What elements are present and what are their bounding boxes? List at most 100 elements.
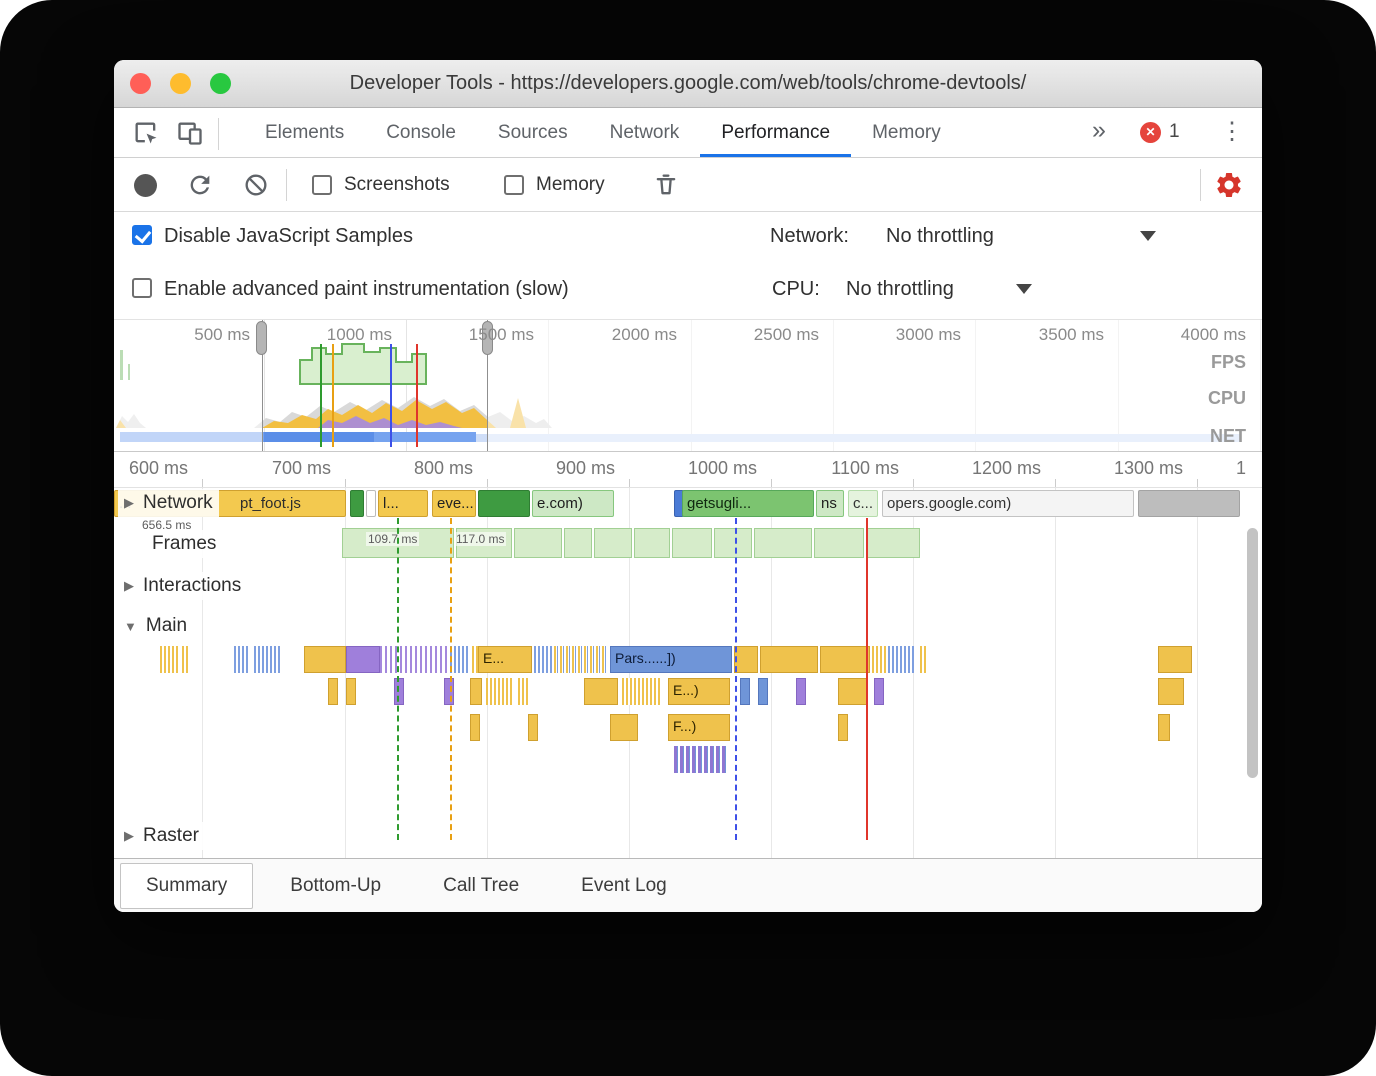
flame-bar[interactable] — [610, 714, 638, 741]
flame-bar[interactable] — [888, 646, 916, 673]
flame-bar[interactable] — [328, 678, 338, 705]
flame-bar[interactable] — [554, 646, 606, 673]
zoom-window-button[interactable] — [210, 73, 231, 94]
selection-handle-left[interactable] — [256, 321, 267, 355]
flame-bar[interactable] — [838, 678, 868, 705]
track-interactions[interactable]: ▶ Interactions — [118, 572, 248, 600]
flame-bar[interactable] — [486, 678, 514, 705]
flame-bar[interactable] — [874, 678, 884, 705]
flame-bar[interactable] — [470, 678, 482, 705]
flame-bar[interactable] — [1158, 678, 1184, 705]
flame-bar[interactable] — [758, 678, 768, 705]
track-raster[interactable]: ▶ Raster — [118, 822, 205, 850]
device-toolbar-icon[interactable] — [176, 119, 204, 147]
timeline-tracks[interactable]: ▶ Network Frames ▶ Interactions ▼ Main ▶… — [114, 488, 1262, 858]
gear-icon[interactable] — [1214, 170, 1242, 198]
network-request-bar[interactable]: c... — [848, 490, 878, 517]
close-window-button[interactable] — [130, 73, 151, 94]
clear-icon[interactable] — [242, 171, 270, 199]
drawer-tab-summary[interactable]: Summary — [120, 862, 254, 909]
chevron-right-icon[interactable]: ▶ — [124, 578, 134, 593]
frame-bar[interactable] — [714, 528, 752, 558]
network-request-bar[interactable]: getsugli... — [682, 490, 814, 517]
network-request-bar[interactable] — [1138, 490, 1240, 517]
flame-bar[interactable] — [920, 646, 928, 673]
flame-bar[interactable] — [472, 646, 480, 673]
network-request-bar[interactable]: opers.google.com) — [882, 490, 1134, 517]
flame-bar[interactable] — [234, 646, 250, 673]
vertical-scrollbar[interactable] — [1247, 528, 1258, 778]
flame-bar[interactable] — [584, 678, 618, 705]
network-request-bar[interactable]: eve... — [432, 490, 476, 517]
flame-bar[interactable] — [172, 646, 180, 673]
advanced-paint-checkbox[interactable] — [132, 278, 152, 298]
flame-bar[interactable] — [528, 714, 538, 741]
cpu-dropdown-arrow-icon[interactable] — [1016, 284, 1032, 294]
flame-bar[interactable] — [518, 678, 528, 705]
flame-bar[interactable] — [304, 646, 346, 673]
frame-bar[interactable] — [866, 528, 920, 558]
flame-bar[interactable] — [380, 646, 448, 673]
flame-bar[interactable] — [872, 646, 886, 673]
flame-bar[interactable] — [838, 714, 848, 741]
reload-icon[interactable] — [186, 171, 214, 199]
flame-bar[interactable] — [444, 678, 454, 705]
inspect-element-icon[interactable] — [132, 119, 160, 147]
more-tabs-icon[interactable]: » — [1092, 116, 1106, 144]
frame-bar[interactable] — [594, 528, 632, 558]
flame-bar[interactable]: E...) — [668, 678, 730, 705]
flame-bar[interactable] — [346, 678, 356, 705]
flame-bar[interactable] — [1158, 646, 1192, 673]
flame-bar[interactable] — [622, 678, 660, 705]
flame-bar[interactable] — [160, 646, 170, 673]
flame-bar[interactable] — [796, 678, 806, 705]
network-dropdown-arrow-icon[interactable] — [1140, 231, 1156, 241]
network-request-bar[interactable] — [478, 490, 530, 517]
flame-bar[interactable] — [450, 646, 470, 673]
network-request-bar[interactable] — [366, 490, 376, 517]
flame-bar[interactable] — [760, 646, 818, 673]
flame-bar[interactable]: F...) — [668, 714, 730, 741]
network-request-bar[interactable]: pt_foot.js — [240, 495, 301, 512]
screenshots-checkbox[interactable] — [312, 175, 332, 195]
selection-handle-right[interactable] — [482, 321, 493, 355]
frame-bar[interactable] — [672, 528, 712, 558]
network-request-bar[interactable]: l... — [378, 490, 428, 517]
tab-performance[interactable]: Performance — [700, 108, 851, 157]
flame-bar[interactable] — [470, 714, 480, 741]
network-request-bar[interactable]: ns — [816, 490, 844, 517]
flame-bar[interactable] — [534, 646, 552, 673]
frame-bar[interactable] — [814, 528, 864, 558]
frame-bar[interactable] — [634, 528, 670, 558]
cpu-throttle-value[interactable]: No throttling — [846, 278, 954, 300]
track-frames[interactable]: Frames — [146, 530, 223, 558]
overview-strip[interactable]: FPS CPU NET 500 ms 1000 ms 1500 ms 2000 ms 2… — [114, 320, 1262, 452]
network-throttle-value[interactable]: No throttling — [886, 225, 994, 247]
flame-bar[interactable]: E... — [478, 646, 532, 673]
flame-bar[interactable] — [820, 646, 870, 673]
tab-console[interactable]: Console — [386, 121, 456, 143]
chevron-down-icon[interactable]: ▼ — [124, 618, 137, 634]
chevron-right-icon[interactable]: ▶ — [124, 828, 134, 843]
flame-bar[interactable] — [1158, 714, 1170, 741]
frame-bar[interactable] — [754, 528, 812, 558]
kebab-menu-icon[interactable]: ⋮ — [1220, 118, 1244, 145]
tab-network[interactable]: Network — [609, 121, 680, 143]
flame-bar[interactable] — [394, 678, 404, 705]
network-request-bar[interactable]: e.com) — [532, 490, 614, 517]
frame-bar[interactable] — [564, 528, 592, 558]
flame-bar[interactable] — [734, 646, 758, 673]
track-network[interactable]: ▶ Network — [118, 489, 219, 517]
network-request-bar[interactable] — [350, 490, 364, 517]
record-button[interactable] — [134, 174, 157, 197]
memory-checkbox[interactable] — [504, 175, 524, 195]
disable-js-samples-checkbox[interactable] — [132, 225, 152, 245]
flame-bar[interactable] — [740, 678, 750, 705]
drawer-tab-bottom-up[interactable]: Bottom-Up — [290, 874, 382, 896]
error-badge[interactable]: ✕ 1 — [1140, 121, 1180, 143]
drawer-tab-call-tree[interactable]: Call Tree — [443, 874, 520, 896]
drawer-tab-event-log[interactable]: Event Log — [581, 874, 667, 896]
chevron-right-icon[interactable]: ▶ — [124, 495, 134, 510]
flame-bar[interactable]: Pars......]) — [610, 646, 732, 673]
flame-bar[interactable] — [182, 646, 190, 673]
